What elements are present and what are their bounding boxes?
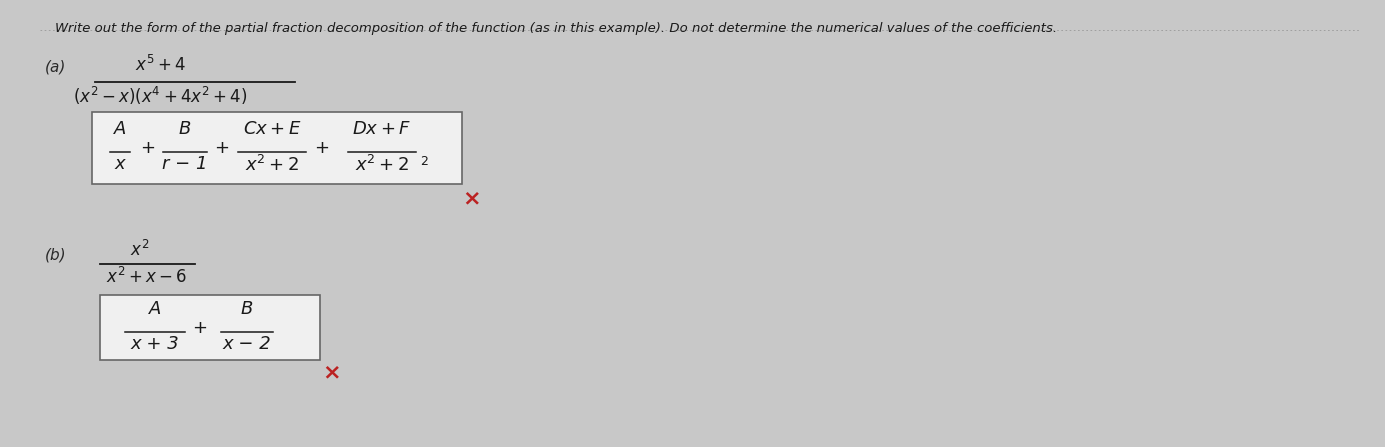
Text: (b): (b) xyxy=(44,248,66,263)
Text: $Dx + F$: $Dx + F$ xyxy=(352,120,411,138)
Text: $x^2$: $x^2$ xyxy=(130,240,150,260)
Text: B: B xyxy=(241,300,253,318)
Text: +: + xyxy=(215,139,230,157)
Text: $Cx + E$: $Cx + E$ xyxy=(242,120,302,138)
Text: +: + xyxy=(140,139,155,157)
Text: +: + xyxy=(193,319,208,337)
Text: +: + xyxy=(314,139,330,157)
Text: x: x xyxy=(115,155,125,173)
Text: (a): (a) xyxy=(44,60,66,75)
Text: ×: × xyxy=(463,188,481,208)
Text: 2: 2 xyxy=(420,155,428,168)
Text: x − 2: x − 2 xyxy=(223,335,271,353)
Text: r − 1: r − 1 xyxy=(162,155,208,173)
Text: x + 3: x + 3 xyxy=(130,335,180,353)
Text: A: A xyxy=(148,300,161,318)
Text: $x^2 + 2$: $x^2 + 2$ xyxy=(245,155,299,175)
Text: $x^5 + 4$: $x^5 + 4$ xyxy=(134,55,186,75)
Text: $(x^2-x)(x^4+4x^2+4)$: $(x^2-x)(x^4+4x^2+4)$ xyxy=(73,85,247,107)
Text: $x^2 + x - 6$: $x^2 + x - 6$ xyxy=(107,267,187,287)
Text: ×: × xyxy=(321,362,341,382)
Text: $x^2 + 2$: $x^2 + 2$ xyxy=(355,155,409,175)
FancyBboxPatch shape xyxy=(91,112,463,184)
Text: B: B xyxy=(179,120,191,138)
Text: Write out the form of the partial fraction decomposition of the function (as in : Write out the form of the partial fracti… xyxy=(55,22,1057,35)
FancyBboxPatch shape xyxy=(100,295,320,360)
Text: A: A xyxy=(114,120,126,138)
